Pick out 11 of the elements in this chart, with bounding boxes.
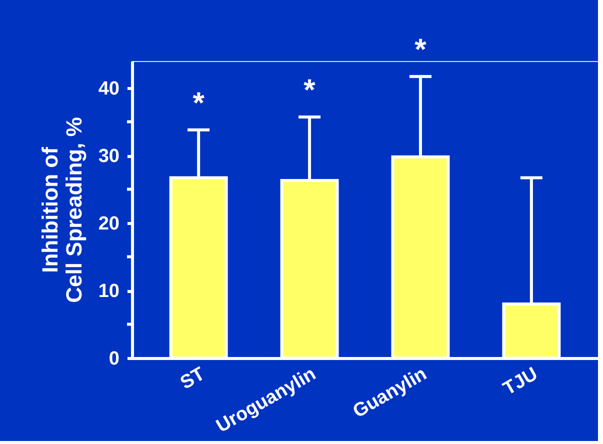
- y-axis-title: Inhibition of Cell Spreading, %: [37, 117, 86, 303]
- annotation: *: [414, 34, 427, 67]
- y-tick-label: 30: [98, 146, 120, 167]
- y-tick-label: 10: [98, 281, 120, 302]
- annotation: *: [304, 74, 316, 108]
- annotation: *: [192, 86, 205, 120]
- x-tick-label: ST: [177, 363, 209, 394]
- y-tick-label: 20: [98, 214, 120, 234]
- x-tick-label: TJU: [500, 364, 542, 400]
- y-tick-label: 0: [108, 348, 120, 370]
- y-tick-label: 40: [98, 78, 120, 100]
